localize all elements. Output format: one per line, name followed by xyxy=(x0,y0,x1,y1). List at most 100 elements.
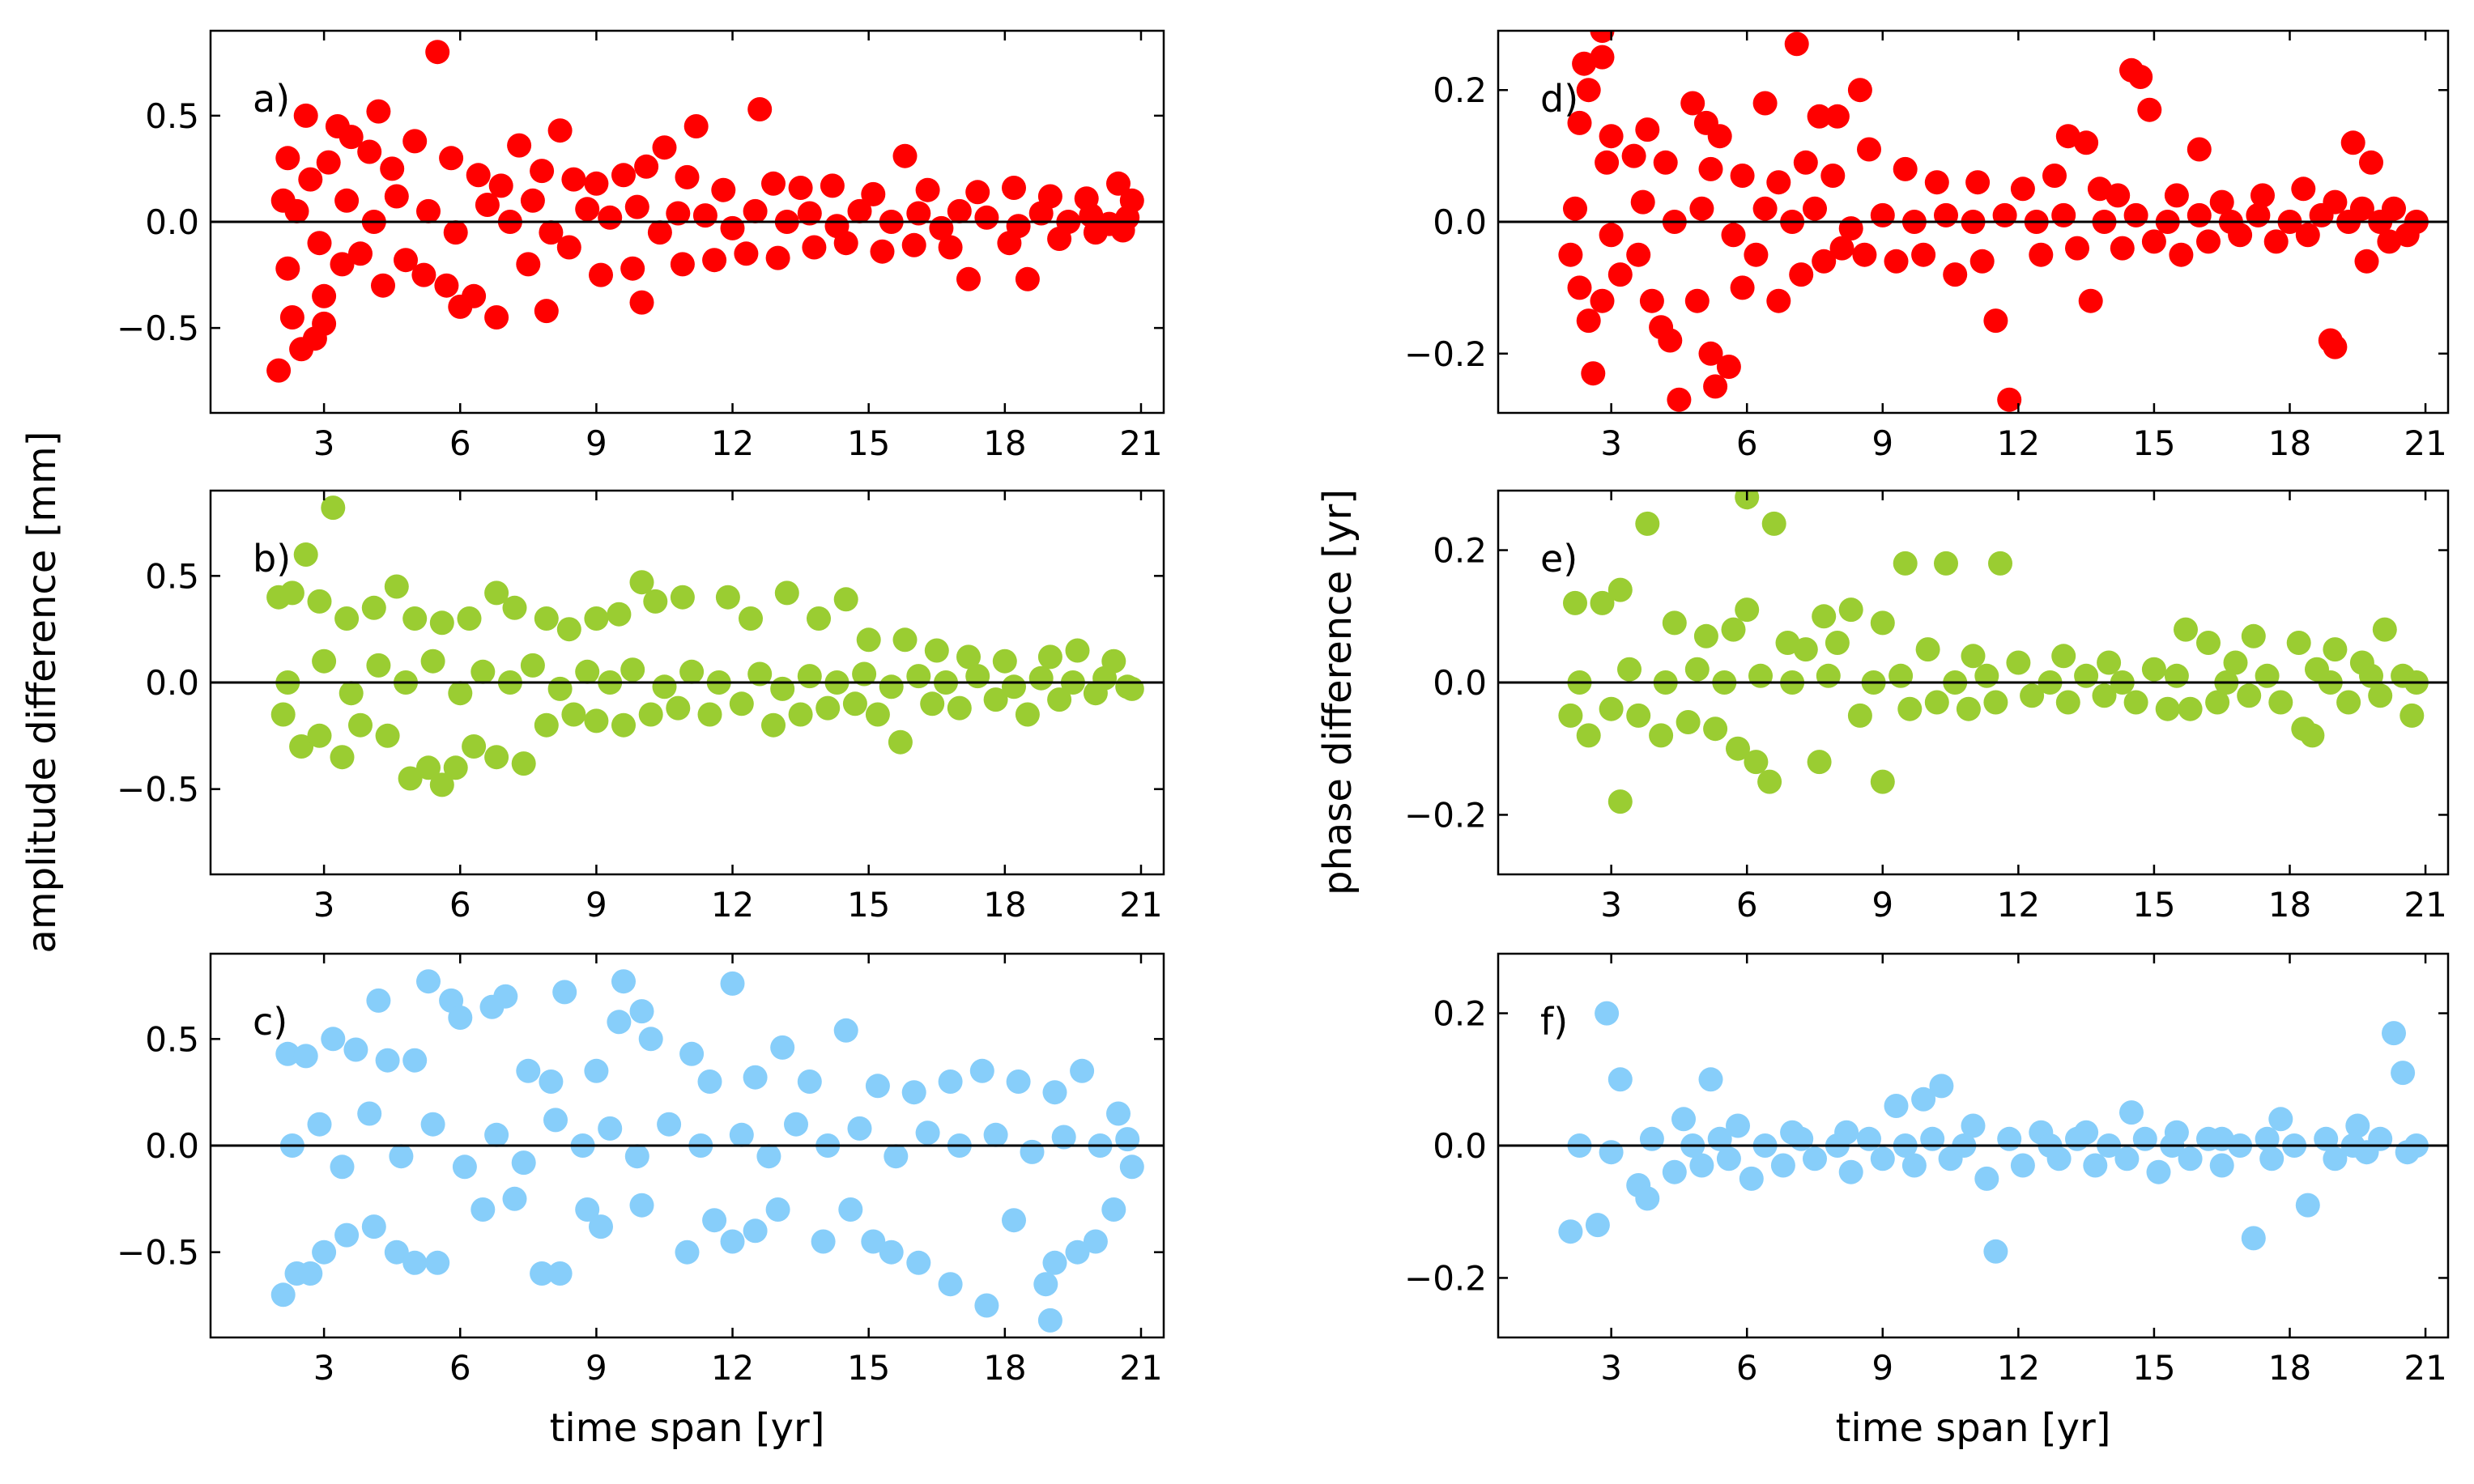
x-tick-label: 12 xyxy=(711,1348,754,1388)
data-point xyxy=(589,262,613,287)
data-point xyxy=(824,214,850,239)
data-point xyxy=(1689,196,1714,221)
data-point xyxy=(539,220,564,245)
data-point xyxy=(425,40,450,65)
data-point xyxy=(2295,223,2320,248)
data-point xyxy=(915,177,940,202)
data-point xyxy=(1119,676,1144,701)
data-point xyxy=(788,176,813,200)
data-point xyxy=(1812,249,1837,274)
panels-group: 3 6 9 12 15 18 21 −0.5 0.0 0.5 a) 3 6 9 12 15 18 21 −0.5 0.… xyxy=(117,29,2450,1451)
data-point xyxy=(2263,229,2289,254)
panel-a: 3 6 9 12 15 18 21 −0.5 0.0 0.5 a) xyxy=(117,29,1165,463)
y-tick-label: −0.5 xyxy=(117,770,199,810)
data-point xyxy=(425,1250,450,1275)
data-point xyxy=(1607,262,1633,287)
data-point xyxy=(820,173,845,198)
data-point xyxy=(1893,156,1918,181)
x-tick-label: 21 xyxy=(1119,1348,1162,1388)
data-point xyxy=(1096,211,1122,236)
y-tick-label: 0.2 xyxy=(1433,531,1487,571)
data-point xyxy=(321,495,346,521)
data-point xyxy=(1002,674,1026,699)
data-point xyxy=(1671,1107,1696,1132)
data-point xyxy=(629,1193,654,1218)
data-point xyxy=(1707,124,1732,149)
data-point xyxy=(561,702,586,727)
y-tick-label: 0.2 xyxy=(1433,70,1487,110)
x-tick-label: 9 xyxy=(1871,1348,1893,1388)
data-point xyxy=(375,723,400,748)
data-point xyxy=(1838,216,1863,241)
data-point xyxy=(1852,242,1877,267)
data-point xyxy=(275,146,300,171)
data-point xyxy=(284,198,309,223)
data-point xyxy=(484,745,509,770)
data-point xyxy=(2051,644,2076,669)
data-point xyxy=(1721,617,1746,642)
data-point xyxy=(293,542,318,567)
data-point xyxy=(1028,201,1054,226)
data-point xyxy=(2209,189,2234,215)
data-point xyxy=(343,1037,368,1062)
data-point xyxy=(1829,236,1854,261)
data-point xyxy=(552,980,577,1005)
data-point xyxy=(969,1058,994,1083)
data-point xyxy=(416,755,441,780)
data-point xyxy=(357,1101,382,1126)
x-tick-label: 15 xyxy=(847,885,890,925)
data-point xyxy=(270,1282,296,1308)
data-point xyxy=(1698,156,1723,181)
data-point xyxy=(2268,690,2293,715)
data-point xyxy=(2110,236,2135,261)
panel-e: 3 6 9 12 15 18 21 −0.2 0.0 0.2 e) xyxy=(1404,489,2450,925)
data-point xyxy=(312,311,337,336)
data-point xyxy=(1693,623,1718,648)
data-point xyxy=(339,681,364,706)
data-point xyxy=(1983,308,2008,334)
data-point xyxy=(2291,176,2316,202)
data-point xyxy=(1033,1272,1058,1297)
data-point xyxy=(2128,65,2153,89)
data-point xyxy=(865,702,890,727)
data-point xyxy=(1037,1308,1062,1333)
data-point xyxy=(1630,189,1655,215)
data-point xyxy=(1726,736,1750,761)
data-point xyxy=(1997,387,2022,412)
data-point xyxy=(815,695,841,721)
x-axis-label: time span [yr] xyxy=(1836,1405,2111,1451)
data-point xyxy=(729,691,754,716)
data-point xyxy=(743,1218,768,1244)
data-point xyxy=(1558,242,1583,267)
data-point xyxy=(1037,644,1062,670)
data-point xyxy=(1807,104,1832,129)
data-point xyxy=(334,1222,360,1248)
data-point xyxy=(416,969,441,994)
data-point xyxy=(1929,1074,1954,1099)
data-point xyxy=(924,638,949,663)
data-point xyxy=(1766,170,1791,195)
data-point xyxy=(879,1240,904,1265)
data-point xyxy=(638,702,663,727)
data-point xyxy=(1969,249,1995,274)
data-point xyxy=(856,627,881,653)
data-point xyxy=(1816,663,1841,688)
data-point xyxy=(1703,716,1728,742)
data-point xyxy=(2020,683,2045,708)
data-point xyxy=(2137,97,2162,122)
data-point xyxy=(624,1144,649,1169)
data-point xyxy=(1983,1239,2008,1264)
data-point xyxy=(788,702,813,727)
data-point xyxy=(756,1144,781,1169)
x-tick-label: 15 xyxy=(2132,423,2175,463)
data-point xyxy=(2010,1153,2035,1178)
data-point xyxy=(2314,1126,2339,1151)
data-point xyxy=(2178,696,2203,721)
data-point xyxy=(479,994,505,1019)
data-point xyxy=(1626,703,1651,728)
data-point xyxy=(634,154,659,179)
data-point xyxy=(1703,374,1728,399)
data-point xyxy=(1576,78,1601,103)
panel-label: d) xyxy=(1540,77,1578,121)
data-point xyxy=(765,245,790,270)
